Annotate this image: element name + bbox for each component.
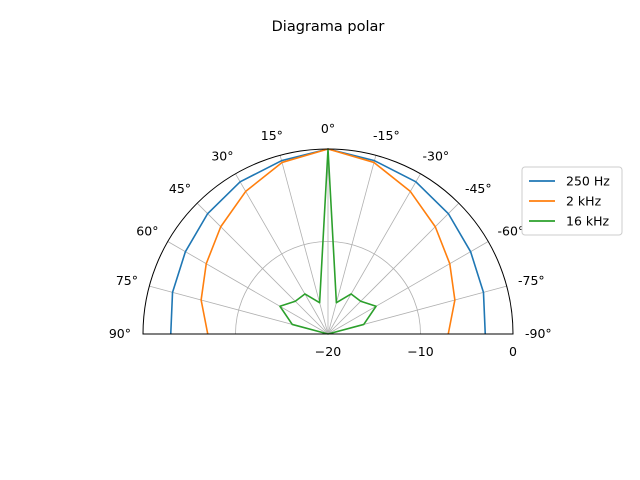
polar-frame [142, 148, 514, 335]
theta-tick-label: 60° [136, 224, 158, 239]
theta-tick-label: -30° [423, 148, 450, 163]
theta-tick-label: 90° [109, 326, 131, 341]
legend: 250 Hz 2 kHz 16 kHz [521, 166, 623, 236]
chart-title: Diagrama polar [272, 19, 385, 35]
theta-tick-label: 45° [169, 181, 191, 196]
legend-label: 16 kHz [566, 214, 610, 229]
radius-gridline [235, 241, 421, 335]
theta-tick-label: 30° [211, 148, 233, 163]
radius-tick-label: 0 [509, 344, 517, 359]
polar-grid [143, 149, 513, 335]
tick-labels: 90° 75° 60° 45° 30° 15° 0° -15° -30° -45° -60° -75°… [109, 121, 552, 359]
legend-label: 250 Hz [566, 174, 610, 189]
theta-tick-label: -75° [518, 273, 545, 288]
theta-tick-label: 0° [321, 121, 335, 136]
theta-tick-label: -15° [373, 128, 400, 143]
radius-tick-label: −20 [315, 344, 341, 359]
radius-tick-label: −10 [407, 344, 433, 359]
theta-tick-label: -90° [525, 326, 552, 341]
legend-box [521, 166, 623, 236]
theta-tick-label: 75° [116, 273, 138, 288]
theta-tick-label: -45° [465, 181, 492, 196]
legend-label: 2 kHz [566, 194, 602, 209]
theta-tick-label: 15° [261, 128, 283, 143]
theta-tick-label: -60° [498, 224, 525, 239]
polar-outline [142, 148, 514, 335]
